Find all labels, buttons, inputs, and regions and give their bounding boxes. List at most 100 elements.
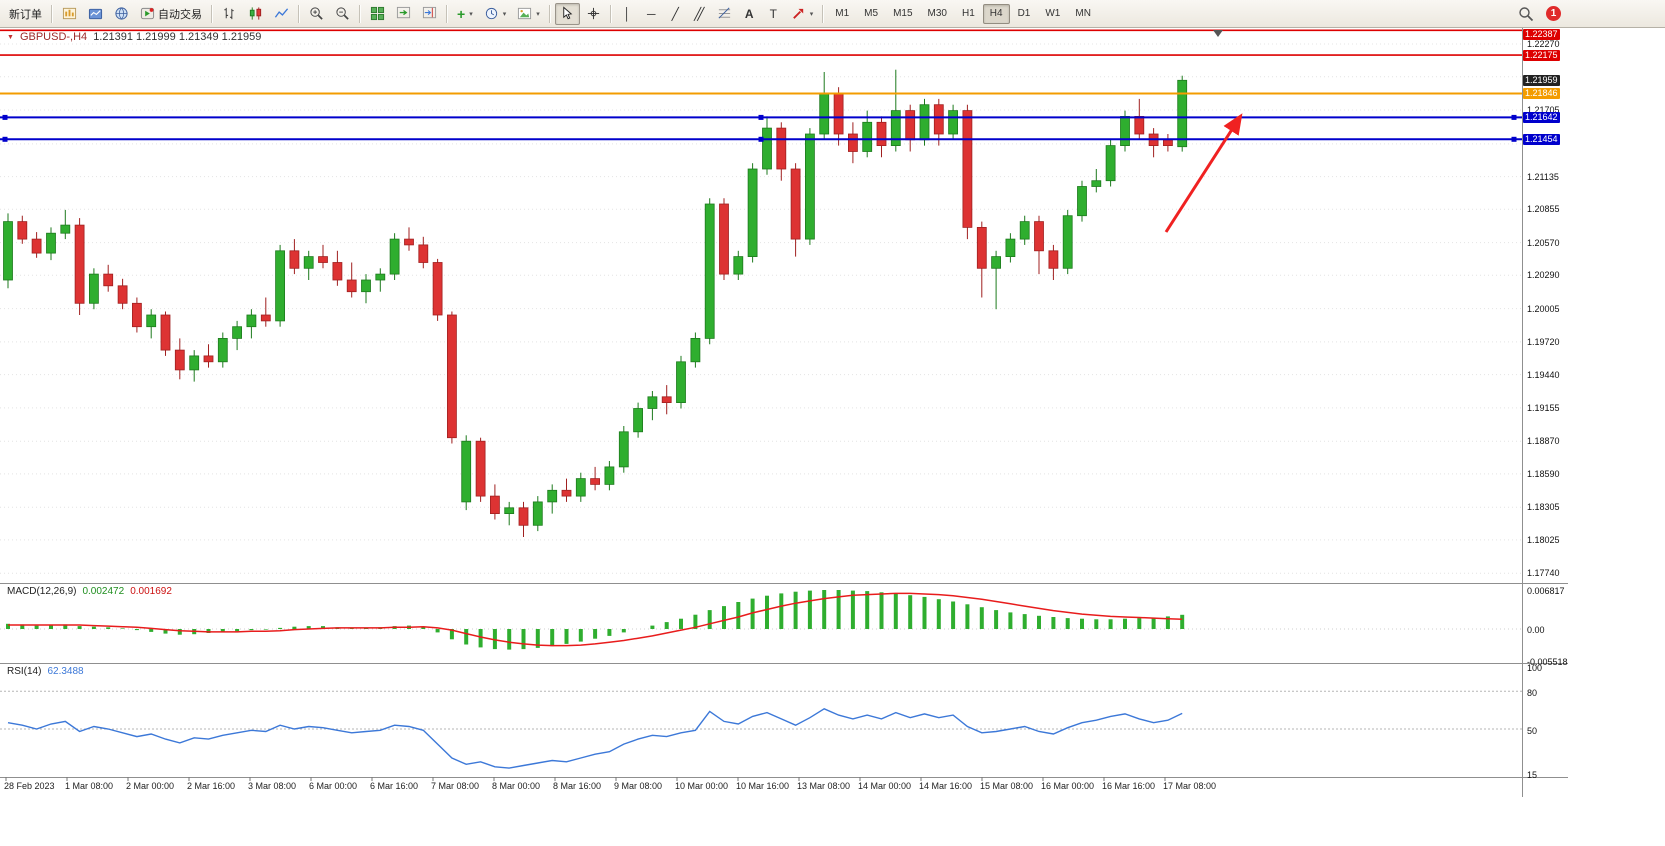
price-axis-label: 1.19720 — [1527, 336, 1560, 347]
rsi-axis-label: 50 — [1527, 725, 1538, 736]
vertical-line-button[interactable]: │ — [616, 3, 639, 25]
rsi-layer — [0, 690, 1522, 769]
timeframe-toolbar: M1 M5 M15 M30 H1 H4 D1 W1 MN — [828, 3, 1098, 24]
timeframe-h4[interactable]: H4 — [982, 3, 1010, 24]
text-icon: A — [744, 6, 754, 21]
cursor-button[interactable] — [554, 2, 580, 25]
time-axis-label: 10 Mar 16:00 — [736, 781, 790, 791]
hline-handle[interactable] — [758, 136, 764, 142]
profiles-icon — [88, 8, 103, 20]
trendline-icon: ╱ — [671, 6, 679, 21]
price-marker: 1.21454 — [1523, 133, 1560, 145]
toolbar-separator — [51, 4, 53, 23]
rsi-name: RSI(14) — [7, 666, 42, 677]
indicators-button[interactable]: + ▾ — [452, 3, 478, 25]
timeframe-d1[interactable]: D1 — [1011, 4, 1038, 24]
cursor-icon — [563, 6, 573, 20]
timeframe-m1[interactable]: M1 — [828, 4, 856, 24]
grid-layer — [0, 43, 1522, 574]
chart-shift-button[interactable] — [417, 3, 442, 25]
fibonacci-icon — [718, 7, 730, 19]
toolbar-right-group: 1 — [1513, 3, 1561, 25]
bar-chart-icon — [224, 7, 234, 20]
macd-axis-label: -0.005518 — [1527, 656, 1568, 667]
toolbar-separator — [359, 4, 361, 23]
fibonacci-button[interactable] — [712, 3, 737, 25]
templates-button[interactable]: ▾ — [512, 3, 545, 25]
periods-button[interactable]: ▾ — [479, 3, 512, 25]
macd-axis-label: 0.006817 — [1527, 585, 1565, 596]
auto-scroll-icon — [396, 6, 411, 19]
time-axis-label: 10 Mar 00:00 — [675, 781, 729, 791]
time-axis-label: 7 Mar 08:00 — [431, 781, 480, 791]
chevron-down-icon: ▾ — [536, 10, 540, 18]
community-button[interactable] — [109, 3, 134, 25]
arrows-button[interactable]: ▾ — [786, 3, 819, 25]
line-chart-button[interactable] — [269, 3, 294, 25]
bar-chart-button[interactable] — [217, 3, 242, 25]
price-axis-label: 1.21705 — [1527, 105, 1560, 115]
timeframe-m30[interactable]: M30 — [921, 4, 954, 24]
hline-handle[interactable] — [2, 114, 8, 120]
text-button[interactable]: A — [738, 3, 761, 25]
chart-title: ▼ GBPUSD-,H4 1.21391 1.21999 1.21349 1.2… — [7, 31, 261, 43]
time-axis-label: 13 Mar 08:00 — [797, 781, 851, 791]
time-axis[interactable]: 28 Feb 2023 1 Mar 08:00 2 Mar 00:00 2 Mar 1… — [0, 777, 1568, 797]
price-axis[interactable]: 1.22270 1.21705 1.21135 1.20855 1.20570 1.202… — [1522, 28, 1665, 797]
candlestick-chart-icon — [249, 7, 262, 20]
chevron-down-icon: ▾ — [469, 10, 473, 18]
channel-button[interactable]: ╱╱ — [688, 3, 711, 25]
new-chart-button[interactable] — [57, 3, 82, 25]
timeframe-m5[interactable]: M5 — [857, 4, 885, 24]
hline-handle[interactable] — [1511, 114, 1517, 120]
new-chart-icon — [62, 7, 77, 20]
line-chart-icon — [274, 8, 289, 18]
price-marker: 1.21959 — [1523, 74, 1560, 86]
time-axis-label: 6 Mar 00:00 — [309, 781, 358, 791]
new-order-button[interactable]: 新订单 — [4, 3, 47, 25]
price-marker: 1.22175 — [1523, 49, 1560, 61]
hline-handle[interactable] — [758, 114, 764, 120]
rsi-axis-label: 15 — [1527, 769, 1538, 780]
auto-scroll-button[interactable] — [391, 3, 416, 25]
toolbar-separator — [298, 4, 300, 23]
time-axis-label: 28 Feb 2023 — [4, 781, 55, 791]
tile-windows-button[interactable] — [365, 3, 390, 25]
panel-separators — [0, 28, 1568, 797]
trend-arrow-annotation[interactable] — [1164, 113, 1243, 233]
hline-1.21642[interactable] — [0, 114, 1522, 120]
horizontal-line-button[interactable]: ─ — [640, 3, 663, 25]
macd-indicator-label: MACD(12,26,9) 0.002472 0.001692 — [7, 586, 172, 597]
text-label-button[interactable]: T — [762, 3, 785, 25]
search-button[interactable] — [1513, 3, 1539, 25]
chart-ohlc: 1.21391 1.21999 1.21349 1.21959 — [93, 31, 262, 43]
zoom-in-button[interactable] — [304, 3, 329, 25]
time-axis-label: 2 Mar 16:00 — [187, 781, 236, 791]
hline-handle[interactable] — [2, 136, 8, 142]
price-marker: 1.21642 — [1523, 111, 1560, 123]
crosshair-button[interactable] — [581, 3, 606, 25]
time-axis-label: 3 Mar 08:00 — [248, 781, 297, 791]
candlestick-chart-button[interactable] — [243, 3, 268, 25]
autotrading-button[interactable]: 自动交易 — [135, 3, 207, 25]
notification-badge[interactable]: 1 — [1546, 6, 1561, 21]
timeframe-w1[interactable]: W1 — [1038, 4, 1067, 24]
toolbar-separator — [548, 4, 551, 23]
chart-shift-marker[interactable] — [1213, 30, 1223, 37]
price-axis-label: 1.18305 — [1527, 502, 1560, 513]
hline-handle[interactable] — [1511, 136, 1517, 142]
hline-1.21454[interactable] — [0, 136, 1522, 142]
time-axis-label: 15 Mar 08:00 — [980, 781, 1034, 791]
profiles-button[interactable] — [83, 3, 108, 25]
timeframe-h1[interactable]: H1 — [955, 4, 982, 24]
zoom-out-button[interactable] — [330, 3, 355, 25]
timeframe-mn[interactable]: MN — [1068, 4, 1098, 24]
price-axis-label: 1.20005 — [1527, 303, 1560, 314]
toolbar-separator — [609, 4, 612, 23]
timeframe-m15[interactable]: M15 — [886, 4, 919, 24]
tile-windows-icon — [370, 6, 385, 21]
trendline-button[interactable]: ╱ — [664, 3, 687, 25]
crosshair-icon — [587, 7, 599, 20]
